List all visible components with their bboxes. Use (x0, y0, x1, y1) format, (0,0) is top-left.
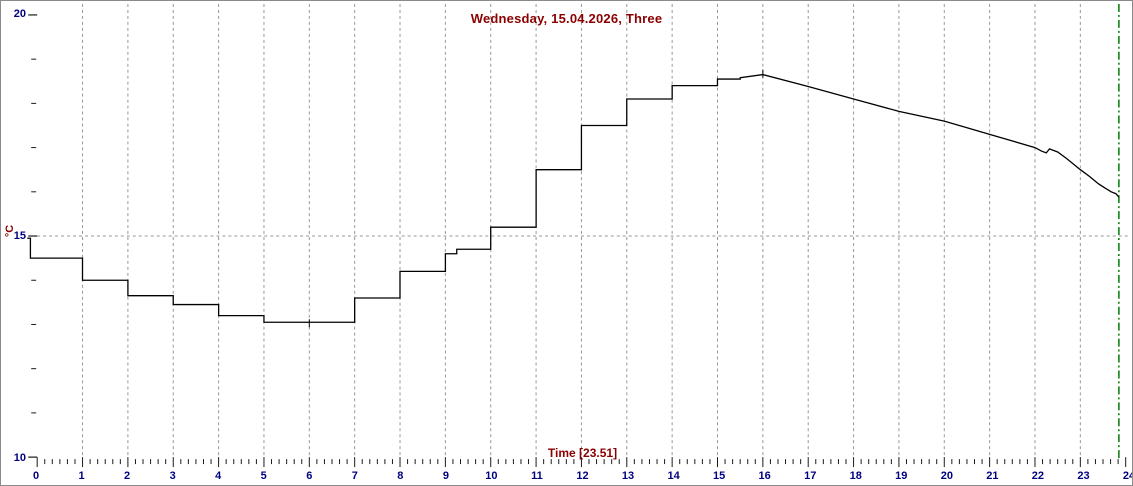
chart-title: Wednesday, 15.04.2026, Three (470, 11, 663, 26)
x-tick-label-20: 20 (940, 470, 953, 482)
y-tick-label-15: 15 (13, 230, 26, 242)
x-tick-label-6: 6 (306, 470, 313, 482)
x-tick-label-11: 11 (531, 470, 543, 482)
x-tick-label-21: 21 (986, 470, 999, 482)
x-tick-label-14: 14 (667, 470, 680, 482)
x-tick-label-4: 4 (215, 470, 222, 482)
x-tick-label-0: 0 (32, 470, 40, 482)
x-tick-label-13: 13 (621, 470, 635, 482)
x-tick-label-3: 3 (169, 470, 176, 482)
x-tick-label-16: 16 (758, 470, 771, 482)
x-tick-label-19: 19 (895, 470, 908, 482)
x-tick-label-10: 10 (485, 470, 498, 482)
x-tick-label-17: 17 (804, 470, 817, 482)
x-tick-label-2: 2 (124, 470, 131, 482)
x-tick-label-23: 23 (1077, 470, 1090, 482)
x-tick-label-7: 7 (351, 470, 358, 482)
x-tick-label-9: 9 (442, 470, 449, 482)
x-tick-label-22: 22 (1031, 470, 1045, 482)
x-tick-label-15: 15 (713, 470, 726, 482)
y-tick-label-10: 10 (13, 452, 26, 464)
y-tick-label-20: 20 (13, 8, 26, 20)
x-tick-label-18: 18 (849, 470, 862, 482)
x-axis-time-label: Time [23.51] (547, 446, 618, 460)
x-tick-label-8: 8 (397, 470, 404, 482)
x-tick-label-1: 1 (78, 470, 85, 482)
x-tick-label-24: 24 (1122, 470, 1132, 482)
x-tick-label-12: 12 (576, 470, 589, 482)
temperature-curve (27, 73, 1120, 323)
x-tick-label-5: 5 (260, 470, 267, 482)
